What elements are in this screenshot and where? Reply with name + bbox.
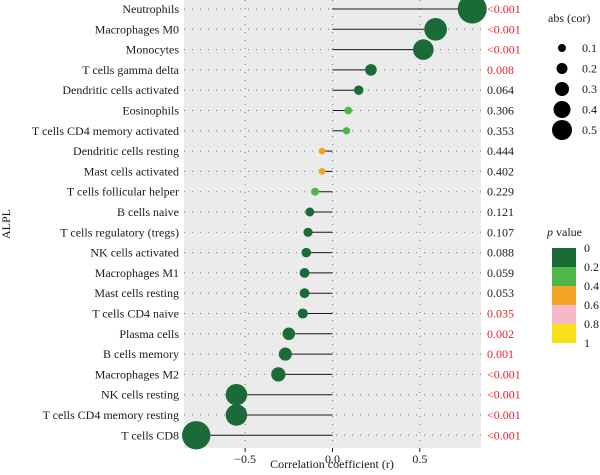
category-label: T cells follicular helper — [67, 185, 179, 199]
lollipop-dot — [354, 85, 364, 95]
category-labels: Neutrophils Macrophages M0 Monocytes T cell… — [32, 2, 180, 442]
color-legend: p value 0 0.2 0.4 0.6 0.8 1 — [546, 225, 599, 350]
size-legend-label: 0.3 — [582, 82, 597, 96]
p-value-label: 0.035 — [487, 307, 514, 321]
lollipop-dot — [182, 421, 210, 449]
p-value-label: <0.001 — [487, 43, 521, 57]
lollipop-dot — [300, 288, 310, 298]
lollipop-dot — [226, 384, 248, 406]
p-value-label: 0.306 — [487, 104, 514, 118]
lollipop-dot — [319, 148, 326, 155]
color-legend-swatch — [552, 324, 576, 343]
y-axis-title: ALPL — [0, 209, 13, 239]
size-legend-title: abs (cor) — [548, 11, 590, 25]
p-value-label: <0.001 — [487, 367, 521, 381]
size-legend-dot — [557, 63, 568, 74]
lollipop-dot — [344, 107, 352, 115]
p-value-label: <0.001 — [487, 428, 521, 442]
p-value-label: 0.001 — [487, 347, 514, 361]
color-legend-title: p value — [546, 225, 582, 239]
p-value-labels: <0.001 <0.001 <0.001 0.008 0.064 0.306 0.353 0.… — [487, 2, 521, 442]
category-label: T cells gamma delta — [82, 63, 179, 77]
color-legend-swatch — [552, 248, 576, 267]
category-label: Macrophages M1 — [95, 266, 179, 280]
p-value-label: 0.444 — [487, 144, 514, 158]
size-legend-label: 0.2 — [582, 62, 597, 76]
category-label: T cells CD8 — [121, 428, 179, 442]
lollipop-dot — [271, 367, 285, 381]
category-label: Macrophages M0 — [95, 22, 179, 36]
p-value-label: <0.001 — [487, 22, 521, 36]
category-label: T cells CD4 naive — [92, 307, 179, 321]
p-value-label: 0.229 — [487, 185, 514, 199]
p-value-label: 0.402 — [487, 164, 514, 178]
size-legend-dot — [558, 44, 566, 52]
size-legend-dot — [552, 120, 572, 140]
lollipop-dot — [365, 64, 377, 76]
category-label: Dendritic cells activated — [62, 83, 179, 97]
p-value-label: 0.353 — [487, 124, 514, 138]
lollipop-dot — [283, 328, 296, 341]
size-legend-label: 0.1 — [582, 41, 597, 55]
x-axis-title: Correlation coefficient (r) — [270, 457, 394, 471]
p-value-label: 0.088 — [487, 246, 514, 260]
lollipop-dot — [226, 404, 248, 426]
color-legend-label: 0.8 — [584, 317, 599, 331]
size-legend-dot — [554, 101, 571, 118]
x-tick-label: 0.5 — [412, 452, 427, 466]
p-value-label: <0.001 — [487, 408, 521, 422]
category-label: Plasma cells — [119, 327, 179, 341]
lollipop-dot — [279, 348, 292, 361]
lollipop-dot — [302, 248, 312, 258]
p-value-label: 0.008 — [487, 63, 514, 77]
p-value-label: 0.064 — [487, 83, 514, 97]
lollipop-dot — [298, 308, 308, 318]
category-label: Mast cells activated — [84, 164, 179, 178]
p-value-label: 0.121 — [487, 205, 514, 219]
category-label: Mast cells resting — [94, 286, 179, 300]
lollipop-dot — [319, 168, 326, 175]
category-label: B cells memory — [103, 347, 179, 361]
size-legend-label: 0.5 — [582, 123, 597, 137]
p-value-label: 0.053 — [487, 286, 514, 300]
category-label: T cells CD4 memory activated — [32, 124, 179, 138]
category-label: T cells regulatory (tregs) — [60, 225, 179, 239]
color-legend-label: 0.2 — [584, 260, 599, 274]
category-label: Macrophages M2 — [95, 367, 179, 381]
category-label: NK cells activated — [90, 246, 179, 260]
size-legend-label: 0.4 — [582, 103, 597, 117]
lollipop-dot — [413, 39, 434, 60]
lollipop-dot — [343, 127, 350, 134]
size-legend-dot — [555, 82, 569, 96]
category-label: Eosinophils — [122, 104, 179, 118]
p-value-label: 0.059 — [487, 266, 514, 280]
x-tick-label: −0.5 — [234, 452, 256, 466]
color-legend-label: 1 — [584, 336, 590, 350]
category-label: Monocytes — [126, 43, 180, 57]
p-value-label: 0.002 — [487, 327, 514, 341]
category-label: B cells naive — [117, 205, 179, 219]
p-value-label: <0.001 — [487, 2, 521, 16]
color-legend-label: 0.6 — [584, 298, 599, 312]
p-value-label: <0.001 — [487, 388, 521, 402]
lollipop-dot — [311, 188, 319, 196]
category-label: Neutrophils — [122, 2, 179, 16]
size-legend: abs (cor) 0.1 0.2 0.3 0.4 0.5 — [548, 11, 597, 140]
color-legend-swatch — [552, 286, 576, 305]
color-legend-swatch — [552, 305, 576, 324]
lollipop-dot — [300, 268, 310, 278]
color-legend-label: 0 — [584, 241, 590, 255]
lollipop-dot — [424, 18, 447, 41]
lollipop-dot — [305, 208, 314, 217]
color-legend-swatch — [552, 267, 576, 286]
category-label: T cells CD4 memory resting — [43, 408, 179, 422]
p-value-label: 0.107 — [487, 225, 514, 239]
category-label: Dendritic cells resting — [73, 144, 179, 158]
lollipop-dot — [303, 228, 312, 237]
category-label: NK cells resting — [101, 388, 179, 402]
color-legend-label: 0.4 — [584, 279, 599, 293]
